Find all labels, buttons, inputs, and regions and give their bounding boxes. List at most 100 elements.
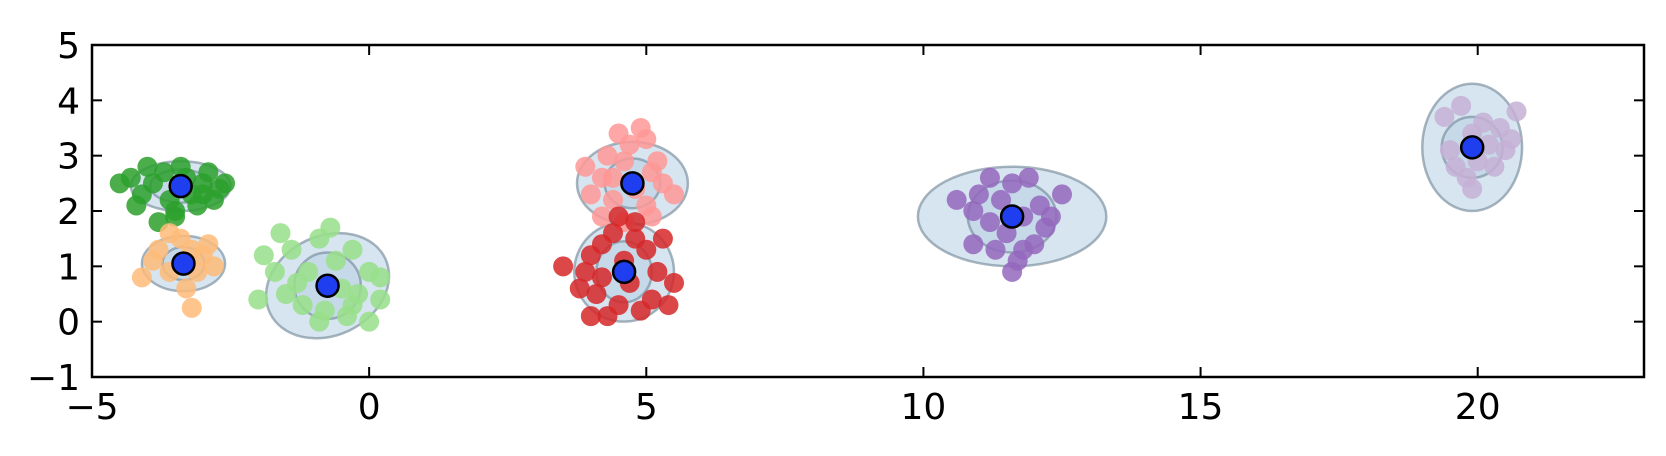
data-point xyxy=(309,311,330,332)
data-point xyxy=(580,306,601,327)
data-point xyxy=(603,167,624,188)
data-point xyxy=(575,156,596,177)
data-point xyxy=(342,295,363,316)
data-point xyxy=(664,184,684,205)
data-point xyxy=(370,289,391,310)
data-point xyxy=(1018,167,1039,188)
data-point xyxy=(1462,178,1483,199)
ticks-layer xyxy=(91,44,1644,378)
data-point xyxy=(625,212,646,233)
data-point xyxy=(181,297,202,318)
cluster-center xyxy=(168,173,193,199)
data-point xyxy=(248,289,269,310)
data-point xyxy=(652,228,673,249)
data-point xyxy=(575,261,596,282)
data-point xyxy=(1040,206,1061,227)
data-point xyxy=(597,145,618,166)
y-tick-label: 3 xyxy=(57,137,80,178)
data-point xyxy=(126,195,147,216)
data-point xyxy=(636,195,657,216)
cluster-center xyxy=(620,171,645,196)
data-point xyxy=(608,206,629,227)
data-point xyxy=(287,272,308,293)
data-point xyxy=(569,278,590,299)
data-point xyxy=(658,295,679,316)
data-point xyxy=(359,311,380,332)
data-point xyxy=(215,173,236,194)
data-point xyxy=(198,162,219,183)
data-point xyxy=(165,206,186,227)
data-point xyxy=(281,239,302,260)
data-point xyxy=(603,189,624,210)
data-point xyxy=(1451,95,1472,116)
y-tick-label: 5 xyxy=(57,26,80,67)
data-point xyxy=(1052,184,1072,205)
data-point xyxy=(325,250,346,271)
data-point xyxy=(1440,140,1460,161)
data-point xyxy=(963,234,984,255)
data-point xyxy=(154,162,175,183)
data-point xyxy=(170,156,191,177)
data-point xyxy=(320,217,341,238)
data-point xyxy=(270,223,291,244)
data-point xyxy=(647,261,668,282)
data-point xyxy=(664,272,684,293)
data-point xyxy=(991,189,1012,210)
data-point xyxy=(1013,239,1034,260)
x-tick-label: 15 xyxy=(1178,387,1224,428)
data-point xyxy=(137,156,158,177)
data-point xyxy=(1002,173,1023,194)
x-tick-label: 20 xyxy=(1455,387,1501,428)
data-point xyxy=(946,189,967,210)
data-point xyxy=(979,167,1000,188)
data-point xyxy=(1434,106,1455,127)
data-point xyxy=(641,289,662,310)
data-point xyxy=(1473,112,1494,133)
data-point xyxy=(619,134,640,155)
data-point xyxy=(603,223,624,244)
centers-layer xyxy=(168,135,1485,298)
data-point xyxy=(1484,156,1505,177)
data-point xyxy=(120,167,141,188)
data-point xyxy=(591,267,612,288)
data-point xyxy=(370,267,391,288)
data-point xyxy=(636,129,657,150)
data-point xyxy=(608,295,629,316)
data-point xyxy=(580,184,601,205)
y-tick-label: 1 xyxy=(57,247,80,288)
y-tick-label: 0 xyxy=(57,303,80,344)
x-tick-label: −5 xyxy=(65,387,118,428)
data-point xyxy=(192,245,213,266)
data-point xyxy=(192,184,213,205)
cluster-center xyxy=(171,251,196,276)
data-point xyxy=(131,267,152,288)
data-point xyxy=(591,206,612,227)
data-point xyxy=(586,284,607,304)
y-tick-label: −1 xyxy=(27,358,80,399)
tick-labels-layer: −5 0 5 10 15 20 −1 0 1 2 3 4 5 xyxy=(27,26,1501,428)
data-point xyxy=(1506,101,1527,122)
data-point xyxy=(1002,261,1023,282)
data-point xyxy=(636,239,657,260)
y-tick-label: 4 xyxy=(57,81,80,122)
data-point xyxy=(253,245,274,266)
y-tick-label: 2 xyxy=(57,192,80,233)
x-tick-label: 5 xyxy=(635,387,658,428)
data-point xyxy=(342,239,363,260)
cluster-center xyxy=(611,259,637,285)
cluster-center xyxy=(315,273,340,298)
points-layer xyxy=(109,95,1527,332)
x-tick-label: 10 xyxy=(901,387,947,428)
data-point xyxy=(979,212,1000,233)
data-point xyxy=(264,261,285,282)
data-point xyxy=(1500,129,1521,150)
data-point xyxy=(985,239,1006,260)
data-point xyxy=(968,184,989,205)
data-point xyxy=(148,239,169,260)
x-tick-label: 0 xyxy=(358,387,381,428)
data-point xyxy=(292,295,313,316)
data-point xyxy=(614,151,635,172)
data-point xyxy=(159,223,180,244)
cluster-center xyxy=(1459,135,1485,160)
